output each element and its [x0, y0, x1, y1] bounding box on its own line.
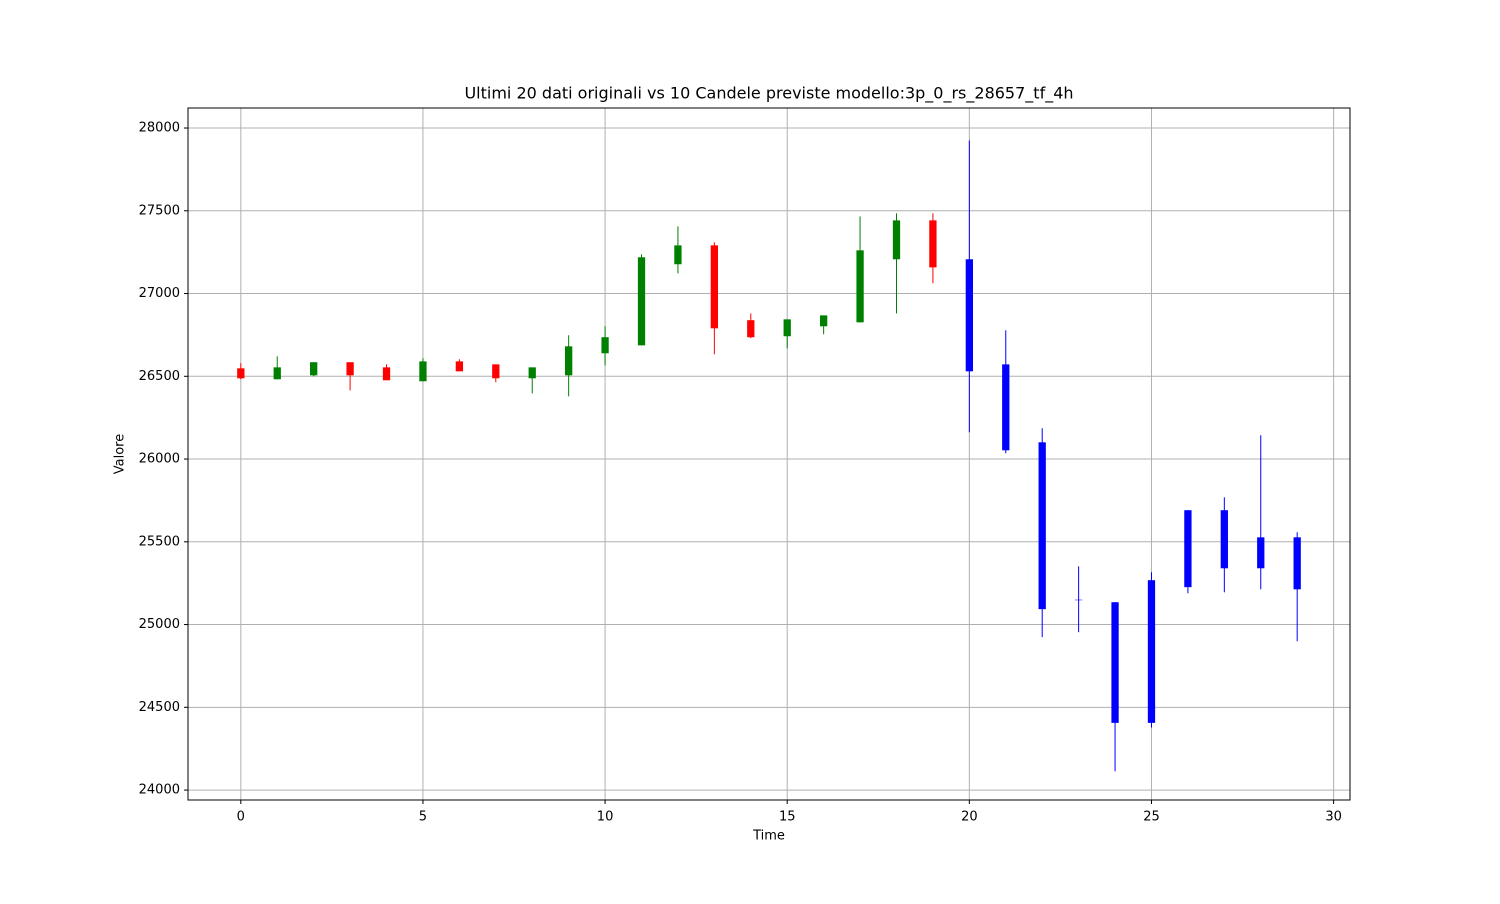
candle-body: [565, 346, 573, 376]
candle-body: [455, 361, 464, 372]
y-tick-label: 28000: [139, 121, 180, 136]
candle-body: [1111, 602, 1119, 723]
x-tick-label: 30: [1325, 810, 1342, 825]
candle-body: [1074, 599, 1083, 601]
candle-body: [929, 220, 937, 268]
y-tick-label: 27000: [139, 286, 180, 301]
x-axis-label: Time: [752, 829, 785, 844]
candle-body: [273, 367, 281, 380]
candle-body: [1257, 537, 1265, 569]
y-tick-label: 27500: [139, 203, 180, 218]
y-tick-label: 25000: [139, 617, 180, 632]
candle-body: [674, 245, 682, 265]
y-tick-label: 26500: [139, 369, 180, 384]
candle-body: [783, 319, 791, 337]
y-axis-label: Valore: [113, 434, 128, 474]
y-tick-label: 26000: [139, 452, 180, 467]
candle-body: [1293, 537, 1301, 590]
chart-title: Ultimi 20 dati originali vs 10 Candele p…: [464, 84, 1073, 104]
candle-body: [346, 362, 354, 376]
candle-body: [892, 220, 901, 260]
candle-body: [856, 250, 864, 323]
candle-body: [1220, 510, 1228, 569]
candle-body: [419, 361, 427, 382]
candle-body: [492, 364, 500, 379]
x-tick-label: 25: [1143, 810, 1160, 825]
candle-body: [965, 259, 973, 372]
candle-body: [1184, 510, 1192, 588]
x-tick-label: 20: [961, 810, 978, 825]
x-tick-label: 0: [237, 810, 245, 825]
candle-body: [310, 362, 318, 376]
x-tick-label: 10: [597, 810, 614, 825]
y-tick-label: 24000: [139, 783, 180, 798]
y-tick-label: 25500: [139, 534, 180, 549]
candle-body: [1038, 442, 1046, 610]
candle-body: [819, 315, 828, 327]
candle-body: [637, 257, 646, 346]
y-tick-label: 24500: [139, 700, 180, 715]
candle-body: [382, 367, 391, 381]
candle-body: [237, 368, 245, 379]
candle-body: [710, 245, 719, 329]
candle-body: [1002, 364, 1010, 451]
candle-body: [601, 337, 609, 354]
candle-body: [1147, 580, 1156, 723]
x-tick-label: 15: [779, 810, 796, 825]
plot-frame: [187, 107, 1351, 801]
candle-body: [528, 367, 536, 379]
candle-body: [747, 320, 755, 338]
x-tick-label: 5: [419, 810, 427, 825]
